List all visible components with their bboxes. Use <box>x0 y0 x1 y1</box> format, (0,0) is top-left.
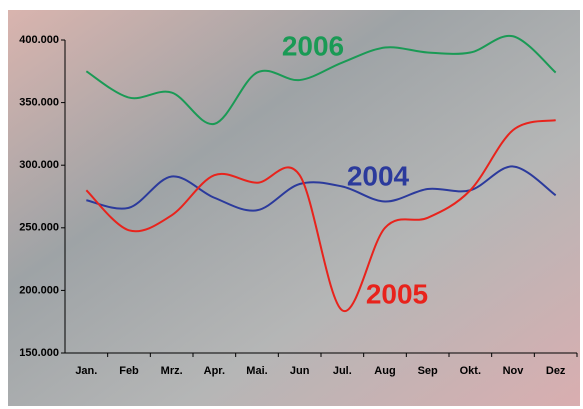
photo-background <box>8 10 580 406</box>
y-tick-label: 150.000 <box>19 347 59 359</box>
x-tick-label: Okt. <box>460 365 481 377</box>
y-tick-label: 250.000 <box>19 222 59 234</box>
x-tick-label: Feb <box>119 365 139 377</box>
x-tick-label: Mai. <box>246 365 267 377</box>
x-tick-label: Mrz. <box>161 365 183 377</box>
x-tick-label: Jul. <box>333 365 352 377</box>
x-tick-label: Apr. <box>204 365 225 377</box>
x-tick-label: Jan. <box>75 365 97 377</box>
y-tick-label: 350.000 <box>19 97 59 109</box>
y-tick-label: 400.000 <box>19 34 59 46</box>
x-tick-label: Sep <box>418 365 438 377</box>
x-tick-label: Dez <box>546 365 566 377</box>
y-tick-label: 200.000 <box>19 284 59 296</box>
series-line <box>86 165 557 212</box>
x-tick-label: Aug <box>374 365 395 377</box>
x-tick-label: Jun <box>290 365 310 377</box>
series-label: 2006 <box>282 30 344 61</box>
x-tick-label: Nov <box>503 365 525 377</box>
series-label: 2005 <box>366 278 428 309</box>
series-line <box>85 34 557 125</box>
y-tick-label: 300.000 <box>19 159 59 171</box>
series-line <box>85 119 556 312</box>
series-label: 2004 <box>347 160 410 191</box>
